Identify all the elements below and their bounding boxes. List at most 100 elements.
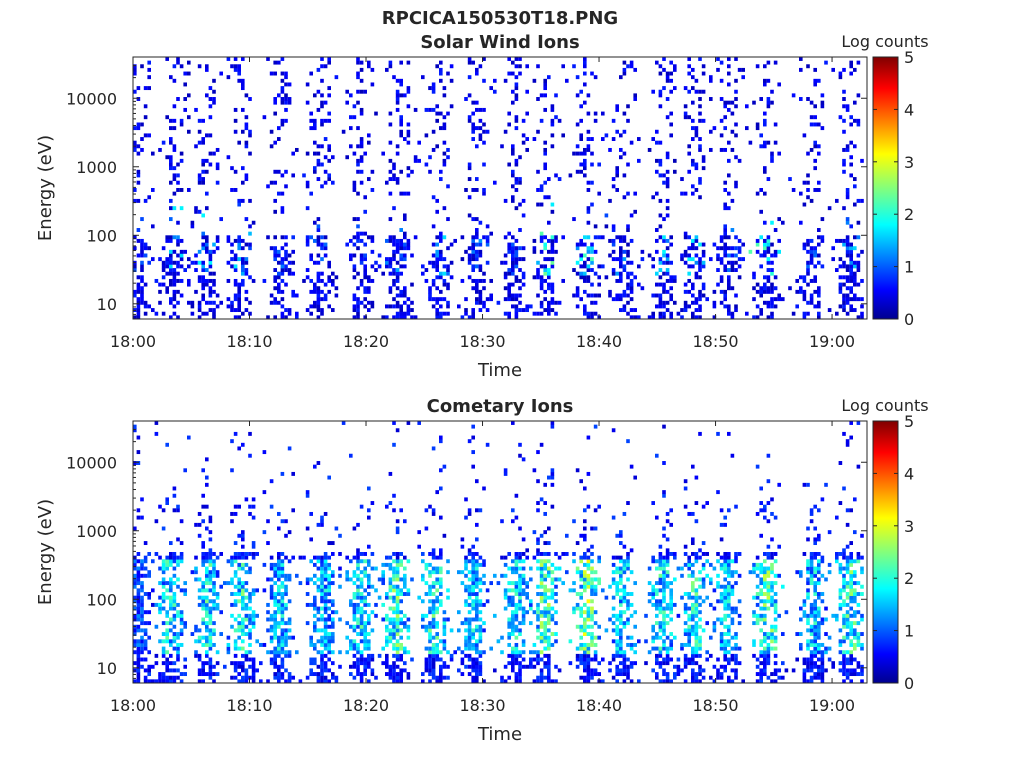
heatmap-cell: [521, 282, 526, 287]
heatmap-cell: [403, 300, 407, 305]
heatmap-cell: [395, 93, 400, 98]
heatmap-cell: [507, 624, 511, 629]
heatmap-cell: [482, 162, 486, 167]
heatmap-cell: [226, 635, 231, 640]
heatmap-cell: [212, 664, 216, 669]
heatmap-cell: [590, 588, 594, 593]
heatmap-cell: [662, 570, 666, 575]
heatmap-cell: [622, 679, 627, 684]
heatmap-cell: [557, 566, 562, 571]
heatmap-cell: [766, 257, 771, 262]
heatmap-cell: [658, 235, 663, 240]
heatmap-cell: [399, 78, 403, 83]
heatmap-cell: [136, 650, 141, 655]
heatmap-cell: [428, 653, 432, 658]
heatmap-cell: [349, 257, 353, 262]
heatmap-cell: [741, 75, 745, 80]
heatmap-cell: [471, 617, 475, 622]
heatmap-cell: [205, 610, 209, 615]
heatmap-cell: [349, 646, 353, 651]
heatmap-cell: [428, 661, 432, 666]
heatmap-cell: [590, 544, 594, 549]
heatmap-cell: [208, 661, 213, 666]
heatmap-cell: [305, 151, 310, 156]
heatmap-cell: [665, 213, 670, 218]
heatmap-cell: [554, 632, 558, 636]
heatmap-cell: [208, 621, 213, 626]
heatmap-cell: [575, 293, 580, 298]
heatmap-cell: [269, 650, 274, 655]
heatmap-cell: [658, 260, 663, 265]
heatmap-cell: [356, 286, 360, 291]
heatmap-cell: [313, 464, 317, 469]
heatmap-cell: [453, 238, 457, 243]
heatmap-cell: [669, 286, 673, 291]
heatmap-cell: [133, 595, 137, 600]
heatmap-cell: [399, 311, 403, 316]
heatmap-cell: [143, 621, 148, 626]
heatmap-cell: [421, 672, 425, 677]
heatmap-cell: [280, 573, 285, 578]
heatmap-cell: [511, 602, 515, 607]
heatmap-cell: [439, 584, 443, 589]
heatmap-cell: [586, 566, 591, 571]
heatmap-cell: [471, 635, 475, 640]
heatmap-cell: [579, 151, 583, 156]
heatmap-cell: [464, 628, 468, 633]
heatmap-cell: [755, 64, 760, 69]
heatmap-cell: [435, 632, 439, 636]
heatmap-cell: [521, 606, 526, 611]
heatmap-cell: [475, 286, 479, 291]
heatmap-cell: [320, 57, 324, 61]
heatmap-cell: [133, 293, 137, 298]
heatmap-cell: [248, 198, 252, 203]
heatmap-cell: [241, 566, 245, 571]
heatmap-cell: [284, 577, 288, 582]
heatmap-cell: [316, 522, 321, 527]
heatmap-cell: [183, 71, 187, 76]
heatmap-cell: [493, 89, 497, 94]
heatmap-cell: [169, 562, 173, 567]
heatmap-cell: [352, 675, 357, 680]
heatmap-cell: [662, 490, 666, 495]
heatmap-cell: [392, 166, 396, 171]
heatmap-cell: [140, 249, 144, 254]
heatmap-cell: [158, 606, 162, 611]
heatmap-cell: [709, 147, 713, 152]
heatmap-cell: [460, 657, 465, 662]
heatmap-cell: [273, 675, 277, 680]
heatmap-cell: [406, 559, 411, 564]
heatmap-cell: [471, 264, 475, 269]
heatmap-cell: [367, 602, 371, 607]
heatmap-cell: [136, 653, 141, 658]
heatmap-cell: [151, 679, 155, 684]
heatmap-cell: [622, 653, 627, 658]
heatmap-cell: [583, 650, 587, 655]
heatmap-cell: [539, 304, 544, 309]
heatmap-cell: [431, 581, 436, 586]
heatmap-cell: [269, 300, 274, 305]
heatmap-cell: [514, 588, 519, 593]
heatmap-cell: [428, 650, 432, 655]
heatmap-cell: [727, 235, 731, 240]
heatmap-cell: [359, 107, 364, 112]
heatmap-cell: [395, 293, 400, 298]
heatmap-cell: [233, 664, 238, 669]
heatmap-cell: [442, 278, 447, 283]
heatmap-cell: [507, 642, 511, 647]
heatmap-cell: [475, 570, 479, 575]
heatmap-cell: [446, 155, 450, 160]
heatmap-cell: [197, 628, 202, 633]
heatmap-cell: [471, 315, 475, 320]
heatmap-cell: [215, 650, 220, 655]
heatmap-cell: [838, 286, 843, 291]
heatmap-cell: [395, 675, 400, 680]
heatmap-cell: [673, 577, 677, 582]
heatmap-cell: [237, 555, 241, 560]
heatmap-cell: [136, 198, 141, 203]
heatmap-cell: [694, 552, 699, 556]
heatmap-cell: [133, 642, 137, 647]
heatmap-cell: [518, 679, 522, 684]
heatmap-cell: [593, 621, 598, 626]
heatmap-cell: [165, 664, 169, 669]
